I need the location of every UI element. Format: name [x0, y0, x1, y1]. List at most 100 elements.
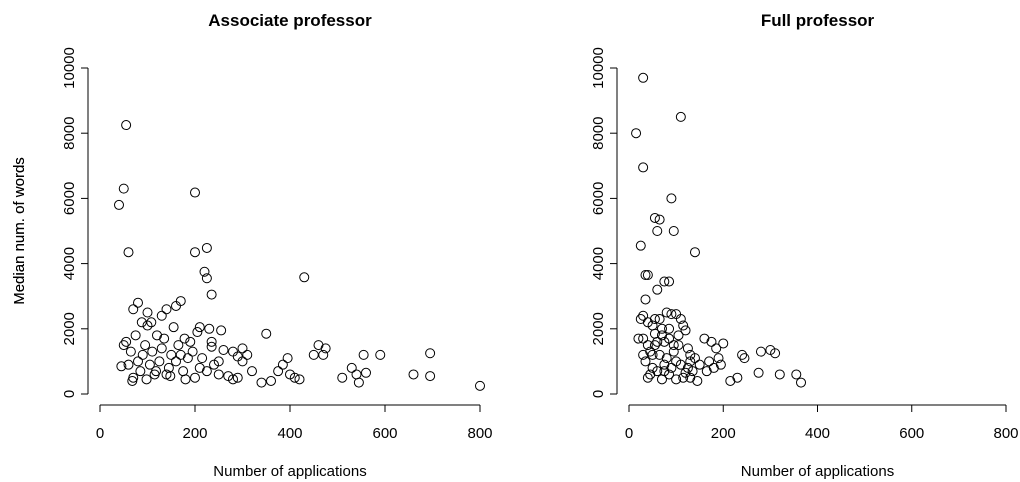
point — [638, 349, 649, 360]
point — [678, 372, 689, 383]
point — [185, 336, 196, 347]
point — [739, 353, 750, 364]
point — [213, 369, 224, 380]
point — [261, 328, 272, 339]
point — [179, 333, 190, 344]
point — [294, 374, 305, 385]
point — [168, 322, 179, 333]
point — [692, 375, 703, 386]
point — [425, 371, 436, 382]
point — [671, 374, 682, 385]
point — [640, 356, 651, 367]
point — [659, 366, 670, 377]
x-axis-label: Number of applications — [213, 463, 366, 480]
point — [704, 356, 715, 367]
x-tick-label: 0 — [625, 425, 633, 442]
point — [638, 72, 649, 83]
point — [659, 276, 670, 287]
point — [649, 212, 660, 223]
point — [358, 349, 369, 360]
point — [182, 353, 193, 364]
point — [144, 359, 155, 370]
point — [199, 266, 210, 277]
point — [175, 349, 186, 360]
point — [701, 366, 712, 377]
point — [671, 356, 682, 367]
chart-title: Full professor — [761, 11, 875, 30]
y-tick-label: 4000 — [61, 247, 78, 280]
point — [197, 353, 208, 364]
point — [652, 336, 663, 347]
x-tick-label: 400 — [805, 425, 830, 442]
y-tick-label: 10000 — [590, 47, 607, 89]
y-tick-label: 6000 — [590, 182, 607, 215]
point — [656, 323, 667, 334]
point — [753, 367, 764, 378]
y-tick-label: 4000 — [590, 247, 607, 280]
point — [228, 346, 238, 357]
point — [190, 372, 200, 383]
point — [171, 356, 181, 367]
point — [313, 340, 324, 351]
point — [791, 369, 802, 380]
point — [180, 374, 191, 385]
point — [678, 320, 689, 331]
point — [638, 333, 649, 344]
y-tick-label: 2000 — [61, 312, 78, 345]
point — [242, 349, 253, 360]
point — [232, 351, 243, 362]
y-tick-label: 6000 — [61, 182, 78, 215]
point — [666, 193, 677, 204]
point — [654, 314, 665, 325]
point — [206, 341, 217, 352]
point — [125, 346, 136, 357]
point — [642, 372, 653, 383]
point — [128, 304, 139, 315]
point — [666, 362, 677, 373]
point — [123, 247, 134, 258]
point — [645, 346, 656, 357]
point — [194, 322, 205, 333]
point — [652, 366, 663, 377]
point — [689, 247, 700, 258]
chart-title: Associate professor — [208, 11, 372, 30]
point — [337, 372, 348, 383]
point — [699, 333, 710, 344]
point — [161, 304, 172, 315]
point — [645, 369, 656, 380]
point — [154, 356, 165, 367]
point — [178, 366, 189, 377]
point — [635, 240, 646, 251]
y-axis-label: Median num. of words — [11, 157, 28, 305]
point — [159, 333, 170, 344]
point — [649, 314, 660, 325]
point — [320, 343, 331, 354]
point — [638, 162, 649, 173]
point — [171, 300, 181, 311]
point — [201, 242, 212, 253]
point — [640, 294, 651, 305]
point — [649, 340, 660, 351]
point — [137, 349, 148, 360]
y-tick-label: 0 — [590, 390, 607, 398]
point — [642, 340, 653, 351]
point — [166, 349, 177, 360]
point — [133, 297, 143, 308]
point — [142, 307, 153, 318]
point — [277, 359, 288, 370]
x-tick-label: 400 — [277, 425, 302, 442]
point — [237, 356, 248, 367]
point — [725, 375, 736, 386]
x-tick-label: 600 — [899, 425, 924, 442]
point — [708, 362, 719, 373]
point — [408, 369, 419, 380]
point — [425, 348, 436, 359]
point — [232, 372, 243, 383]
point — [675, 111, 686, 122]
point — [201, 273, 212, 284]
point — [204, 323, 215, 334]
point — [156, 343, 167, 354]
point — [256, 377, 267, 388]
point — [216, 325, 227, 336]
point — [141, 374, 152, 385]
